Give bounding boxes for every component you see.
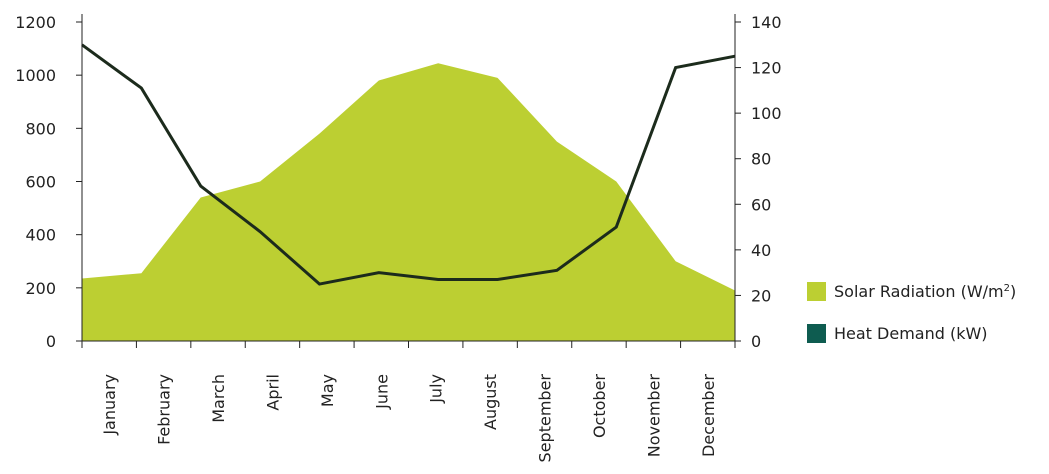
left-tick-label: 1200 <box>15 13 56 32</box>
month-label: August <box>481 374 500 430</box>
left-tick-label: 1000 <box>15 66 56 85</box>
left-tick-label: 600 <box>25 173 56 192</box>
solar-radiation-area <box>82 63 735 342</box>
right-tick-label: 140 <box>751 13 782 32</box>
right-tick-label: 60 <box>751 195 771 214</box>
month-label: February <box>155 374 174 445</box>
right-tick-label: 20 <box>751 286 771 305</box>
legend: Solar Radiation (W/m2) Heat Demand (kW) <box>807 282 1016 343</box>
right-tick-label: 80 <box>751 150 771 169</box>
left-tick-label: 0 <box>46 332 56 351</box>
left-tick-label: 200 <box>25 279 56 298</box>
right-tick-label: 0 <box>751 332 761 351</box>
legend-swatch <box>807 282 826 301</box>
month-label: January <box>100 374 119 436</box>
month-label: June <box>372 374 391 410</box>
month-label: September <box>536 374 555 463</box>
legend-label: Solar Radiation (W/m2) <box>834 282 1016 301</box>
axes-layer: 0 200 400 600 800 1000 1200 0 20 40 60 80 100 120 140 J… <box>15 13 781 462</box>
heat-demand-line <box>81 43 736 286</box>
month-label: March <box>209 374 228 423</box>
legend-swatch <box>807 324 826 343</box>
legend-label: Heat Demand (kW) <box>834 324 988 343</box>
month-label: December <box>699 374 718 457</box>
month-label: May <box>318 374 337 407</box>
heat-line-layer <box>81 43 736 286</box>
month-label: July <box>427 374 446 404</box>
right-tick-label: 100 <box>751 104 782 123</box>
month-label: April <box>263 374 282 411</box>
left-tick-label: 400 <box>25 226 56 245</box>
month-label: October <box>590 374 609 438</box>
left-tick-label: 800 <box>25 119 56 138</box>
right-tick-label: 40 <box>751 241 771 260</box>
solar-area-layer <box>82 63 735 342</box>
right-tick-label: 120 <box>751 59 782 78</box>
month-label: November <box>644 374 663 458</box>
